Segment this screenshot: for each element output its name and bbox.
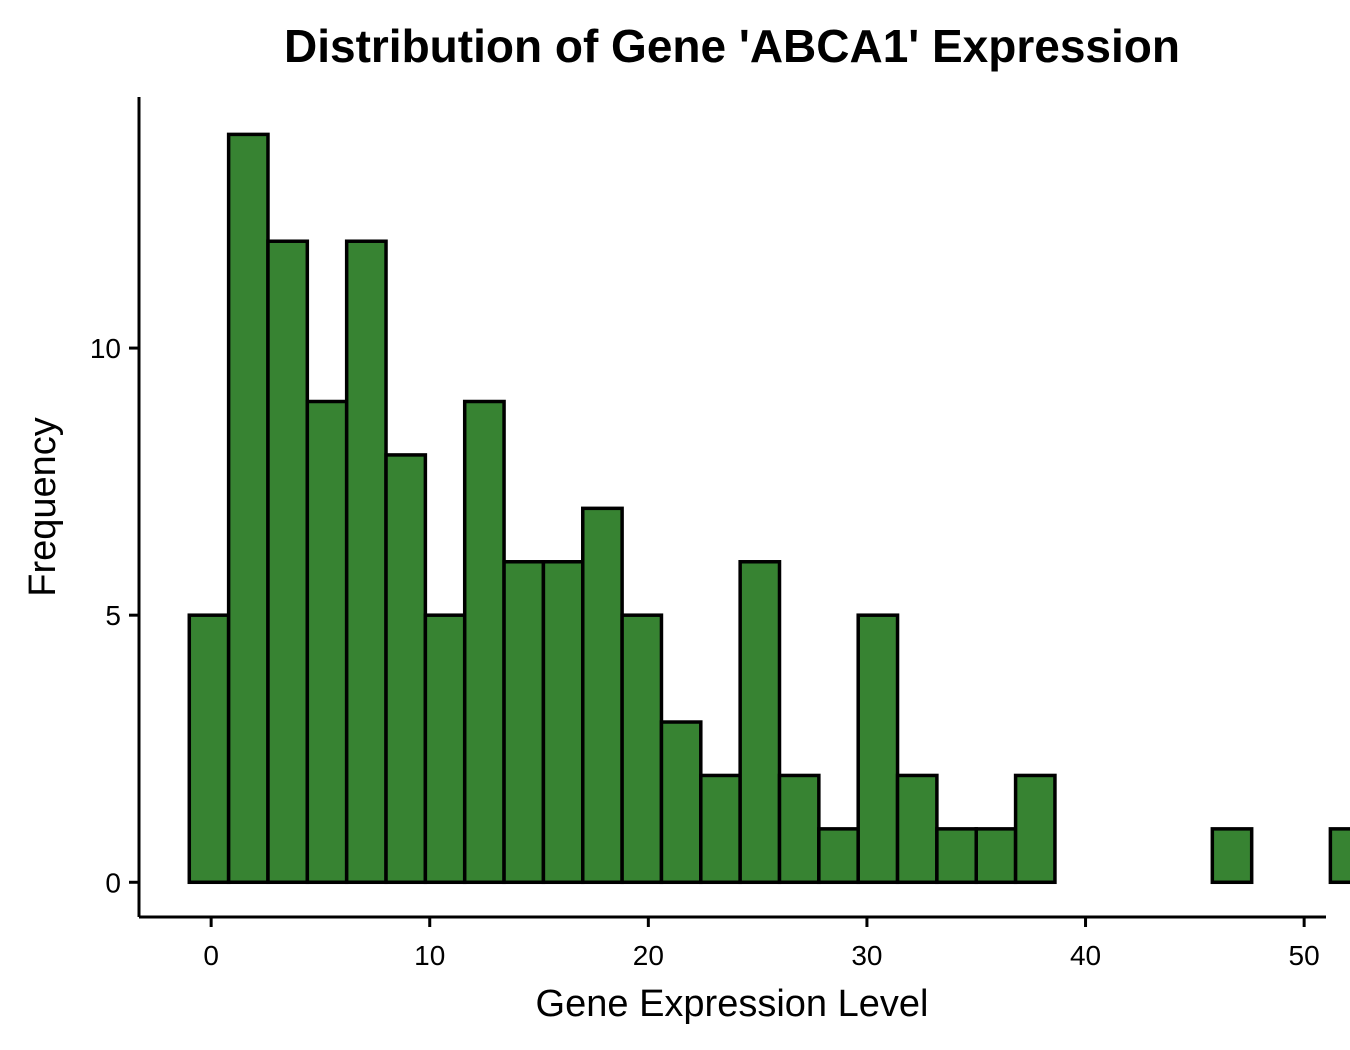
histogram-bar	[423, 613, 467, 885]
y-tick-label: 0	[105, 867, 121, 898]
histogram-bar	[1210, 827, 1254, 885]
x-tick-label: 20	[633, 940, 664, 971]
histogram-bar	[895, 773, 939, 885]
chart-title: Distribution of Gene 'ABCA1' Expression	[284, 20, 1180, 72]
histogram-bar	[266, 239, 310, 885]
histogram-bar	[384, 453, 428, 885]
x-tick-label: 0	[203, 940, 219, 971]
histogram-bar	[344, 239, 388, 885]
histogram-bar	[817, 827, 860, 885]
histogram-bar	[541, 560, 585, 885]
histogram-bar	[1328, 827, 1350, 885]
histogram-bar	[974, 827, 1018, 885]
x-ticks-group: 0 10 20 30 40 50	[203, 917, 1320, 971]
histogram-bar	[226, 132, 270, 885]
x-tick-label: 10	[414, 940, 445, 971]
histogram-bar	[659, 720, 703, 885]
histogram-bar	[856, 613, 900, 885]
histogram-bar	[935, 827, 978, 885]
bars-group	[187, 132, 1350, 885]
x-axis-title: Gene Expression Level	[536, 983, 929, 1025]
y-ticks-group: 0 5 10	[90, 333, 139, 898]
histogram-bar	[462, 399, 506, 885]
y-axis-title: Frequency	[22, 417, 64, 597]
y-tick-label: 10	[90, 333, 121, 364]
histogram-bar	[699, 773, 742, 885]
histogram-bar	[581, 506, 624, 885]
y-tick-label: 5	[105, 600, 121, 631]
histogram-bar	[187, 613, 231, 885]
histogram-bar	[620, 613, 664, 885]
histogram-bar	[1013, 773, 1057, 885]
histogram-bar	[777, 773, 821, 885]
x-tick-label: 40	[1070, 940, 1101, 971]
x-tick-label: 30	[851, 940, 882, 971]
histogram-bar	[502, 560, 546, 885]
histogram-bar	[738, 560, 782, 885]
x-tick-label: 50	[1289, 940, 1320, 971]
histogram-bar	[305, 399, 349, 885]
